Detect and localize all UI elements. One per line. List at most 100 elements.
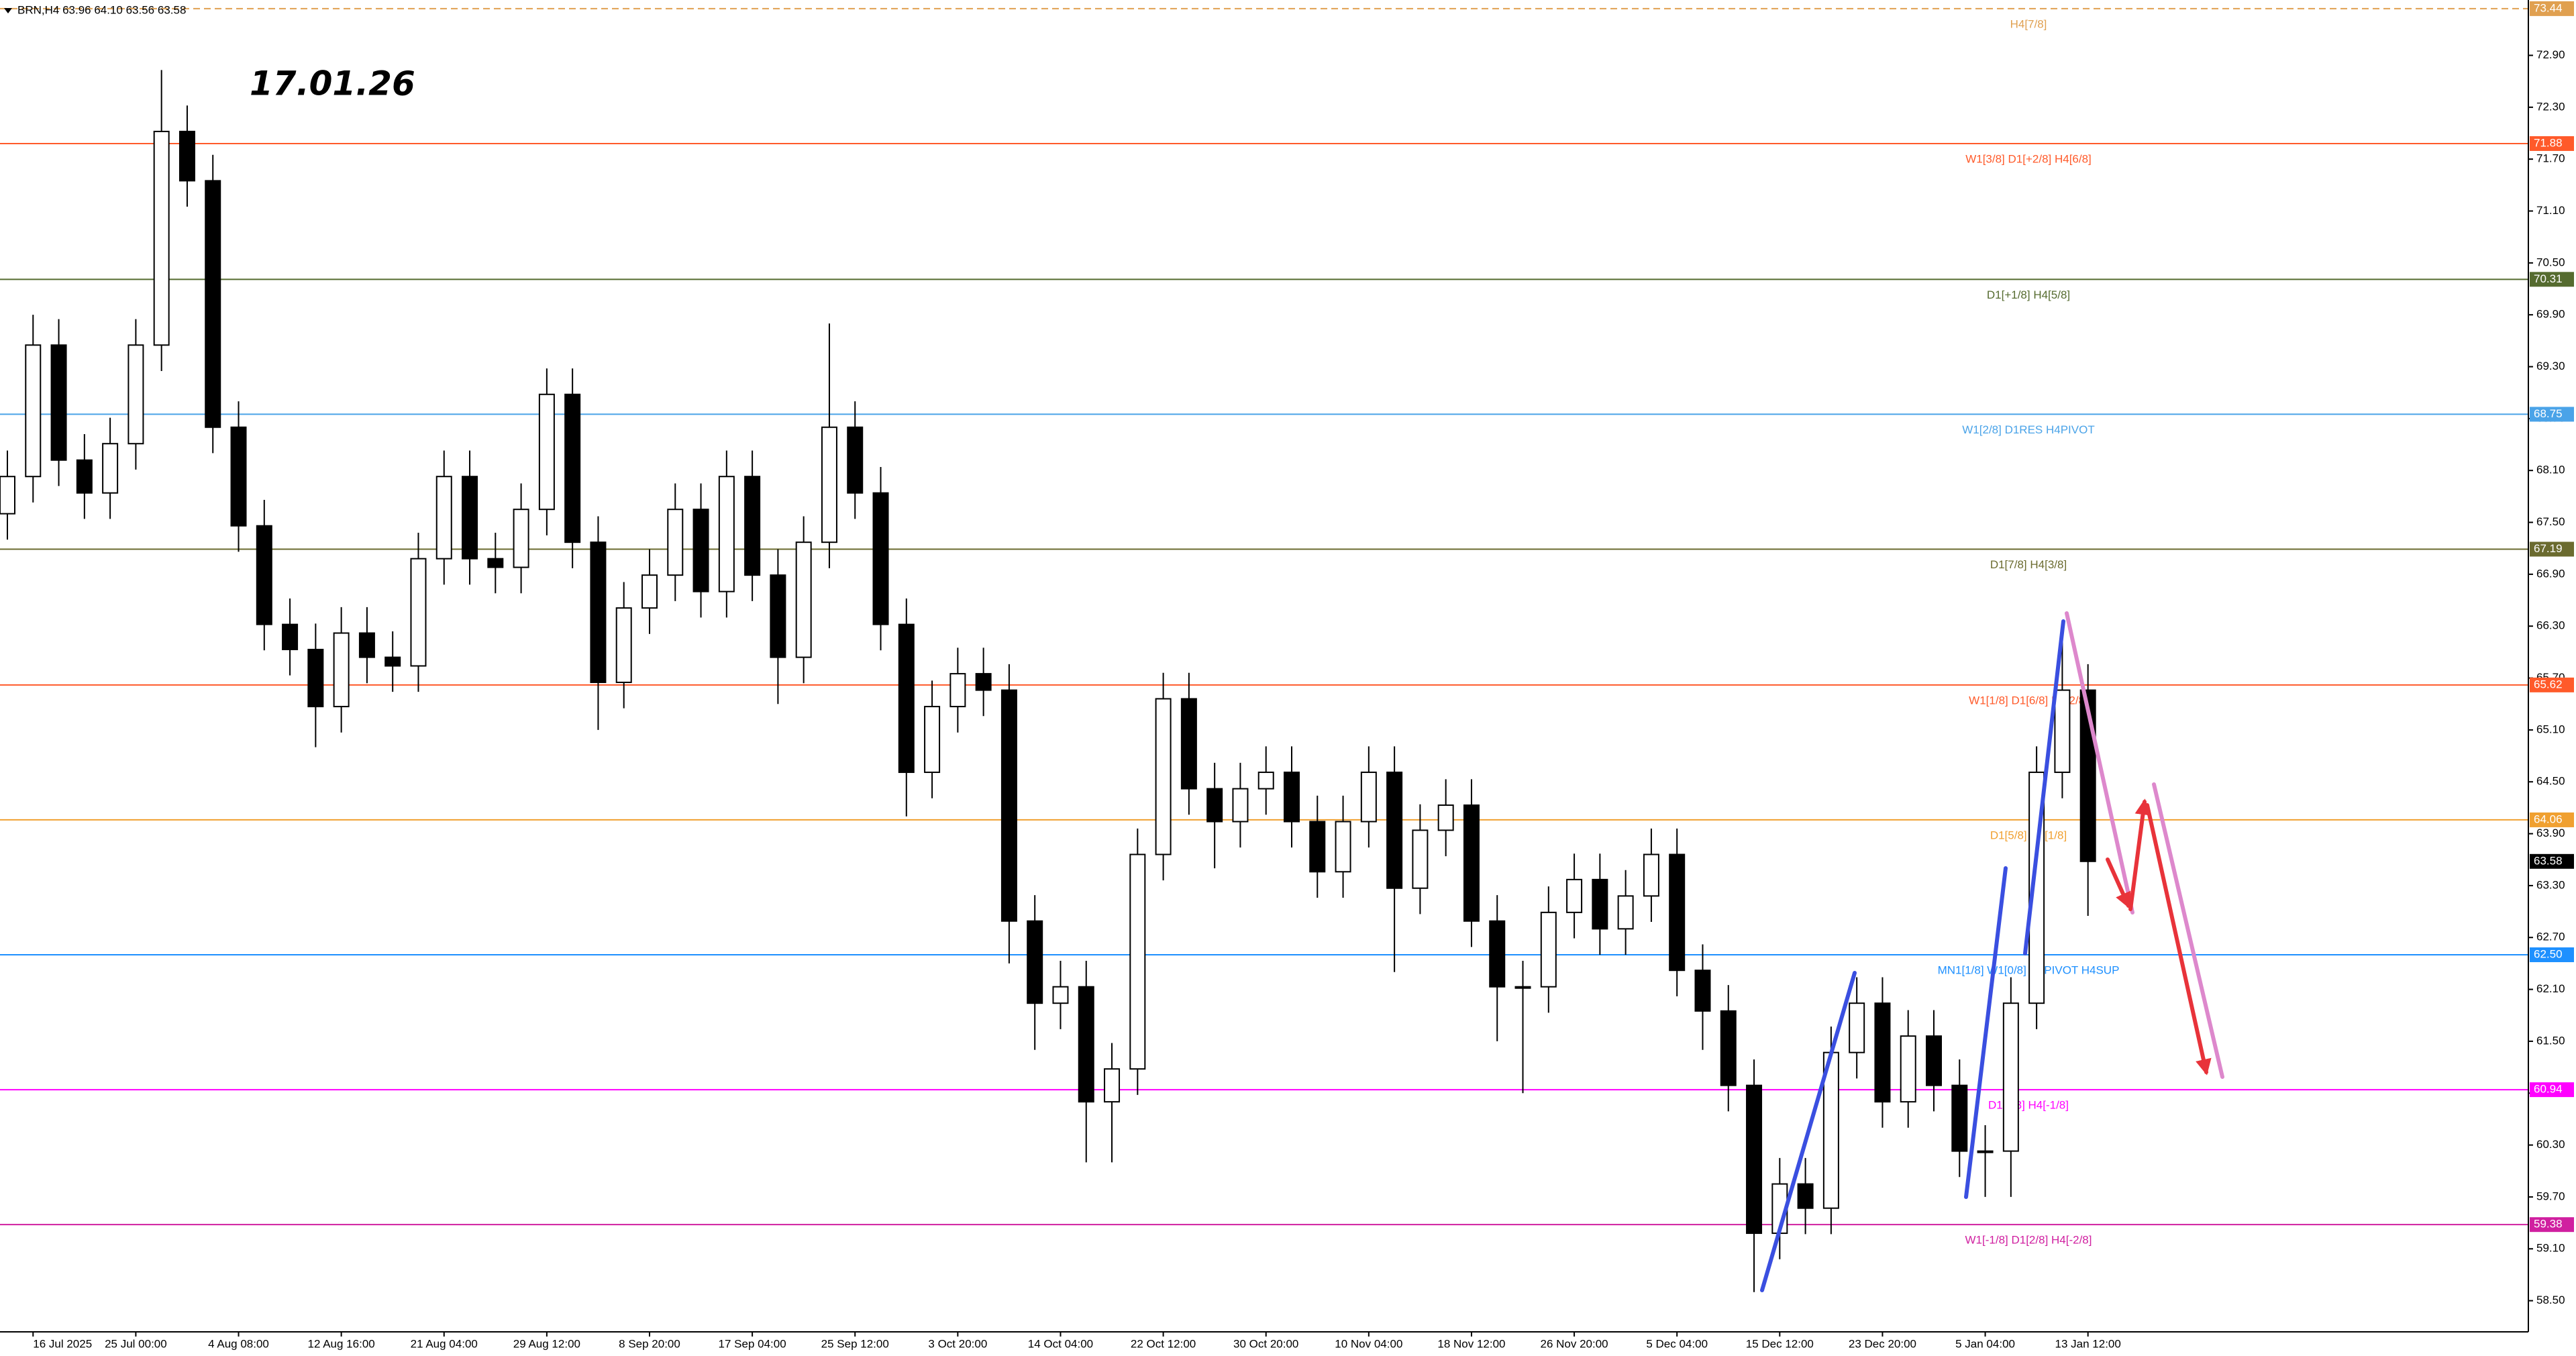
level-price-label: 68.75 [2534, 407, 2563, 420]
y-tick-label: 65.10 [2536, 723, 2565, 735]
candle-body [1797, 1183, 1814, 1209]
candle-body [1900, 1035, 1916, 1103]
candle-body [1746, 1084, 1763, 1235]
y-tick-label: 68.10 [2536, 464, 2565, 476]
level-price-box [2530, 677, 2574, 692]
candle-body [1000, 689, 1017, 922]
level-price-box [2530, 136, 2574, 151]
candle-body [795, 541, 812, 658]
trend-line [1760, 971, 1857, 1292]
candle-body [975, 673, 992, 691]
level-label: W1[2/8] D1RES H4PIVOT [1962, 423, 2094, 436]
candle-body [1463, 804, 1480, 922]
candle-body [1232, 788, 1249, 823]
y-tick-label: 69.90 [2536, 308, 2565, 321]
candle-body [1669, 853, 1686, 972]
y-tick-label: 66.90 [2536, 567, 2565, 580]
candle-body [1951, 1084, 1968, 1152]
level-label: W1[-1/8] D1[2/8] H4[-2/8] [1965, 1234, 2092, 1247]
candle-body [770, 574, 786, 658]
last-price-box [2530, 853, 2574, 869]
candle-body [1412, 829, 1429, 889]
candle-body [590, 541, 607, 683]
last-price-label: 63.58 [2534, 854, 2563, 867]
candle-body [692, 509, 709, 592]
level-price-label: 67.19 [2534, 542, 2563, 555]
candle-body [282, 623, 299, 651]
x-tick-label: 5 Dec 04:00 [1646, 1337, 1708, 1350]
candle-body [256, 525, 272, 625]
candle-body [1849, 1002, 1865, 1053]
level-price-box [2530, 1217, 2574, 1233]
candle-body [102, 443, 119, 494]
candle-body [847, 426, 864, 494]
x-tick-label: 12 Aug 16:00 [308, 1337, 375, 1350]
level-price-label: 64.06 [2534, 813, 2563, 825]
level-price-box [2530, 1082, 2574, 1098]
x-tick-label: 26 Nov 20:00 [1541, 1337, 1608, 1350]
x-tick-label: 15 Dec 12:00 [1746, 1337, 1814, 1350]
candle-body [564, 393, 581, 543]
candle-body [821, 426, 837, 543]
level-label: MN1[1/8] W1[0/8] D1PIVOT H4SUP [1938, 963, 2120, 976]
x-tick-label: 25 Sep 12:00 [821, 1337, 889, 1350]
x-tick-label: 17 Sep 04:00 [719, 1337, 786, 1350]
level-price-label: 70.31 [2534, 272, 2563, 285]
candle-body [1874, 1002, 1891, 1103]
trend-line [2065, 611, 2134, 915]
candle-body [1052, 986, 1069, 1004]
candle-body [872, 492, 889, 625]
level-price-box [2530, 812, 2574, 827]
level-label: D1[5/8] H4[1/8] [1990, 829, 2067, 841]
x-tick-label: 16 Jul 2025 [33, 1337, 92, 1350]
candle-body [1489, 920, 1506, 988]
candle-body [307, 649, 324, 708]
level-price-label: 65.62 [2534, 678, 2563, 690]
candle-body [230, 426, 247, 527]
y-tick-label: 71.70 [2536, 152, 2565, 165]
candle-body [153, 130, 170, 346]
candle-body [1926, 1035, 1942, 1086]
level-price-label: 73.44 [2534, 1, 2563, 14]
level-price-label: 62.50 [2534, 947, 2563, 960]
level-price-box [2530, 272, 2574, 287]
candle-body [410, 558, 427, 667]
candle-body [1104, 1068, 1121, 1103]
candle-body [178, 130, 195, 182]
x-tick-label: 10 Nov 04:00 [1335, 1337, 1402, 1350]
candle-body [615, 607, 632, 683]
chart-title: BRN,H4 63.96 64.10 63.56 63.58 [17, 3, 186, 16]
candle-body [718, 476, 735, 592]
candle-body [1284, 772, 1300, 823]
y-tick-label: 66.30 [2536, 619, 2565, 632]
y-tick-label: 67.50 [2536, 515, 2565, 528]
level-price-box [2530, 947, 2574, 963]
candle-body [127, 344, 144, 445]
y-tick-label: 59.10 [2536, 1242, 2565, 1255]
y-tick-label: 58.50 [2536, 1294, 2565, 1306]
candle-body [1206, 788, 1223, 823]
candle-body [487, 558, 504, 568]
candle-body [1514, 986, 1531, 989]
candle-body [1027, 920, 1043, 1004]
candle-body [538, 393, 555, 511]
level-label: H4[7/8] [2010, 17, 2047, 30]
candle-body [2054, 689, 2071, 774]
candle-body [949, 673, 966, 708]
x-tick-label: 13 Jan 12:00 [2055, 1337, 2121, 1350]
candle-body [358, 632, 375, 658]
candles [0, 70, 2096, 1292]
y-tick-label: 63.90 [2536, 827, 2565, 839]
menu-triangle[interactable] [4, 8, 12, 13]
level-label: D1[7/8] H4[3/8] [1990, 558, 2067, 571]
y-tick-label: 72.30 [2536, 100, 2565, 113]
trend-line [2023, 619, 2065, 955]
y-tick-label: 63.30 [2536, 878, 2565, 891]
axis-labels: 58.5059.1059.7060.3060.9061.5062.1062.70… [32, 1, 2574, 1350]
x-tick-label: 14 Oct 04:00 [1028, 1337, 1093, 1350]
x-tick-label: 30 Oct 20:00 [1233, 1337, 1298, 1350]
candle-body [462, 476, 478, 560]
forecast-arrow [2128, 798, 2151, 911]
